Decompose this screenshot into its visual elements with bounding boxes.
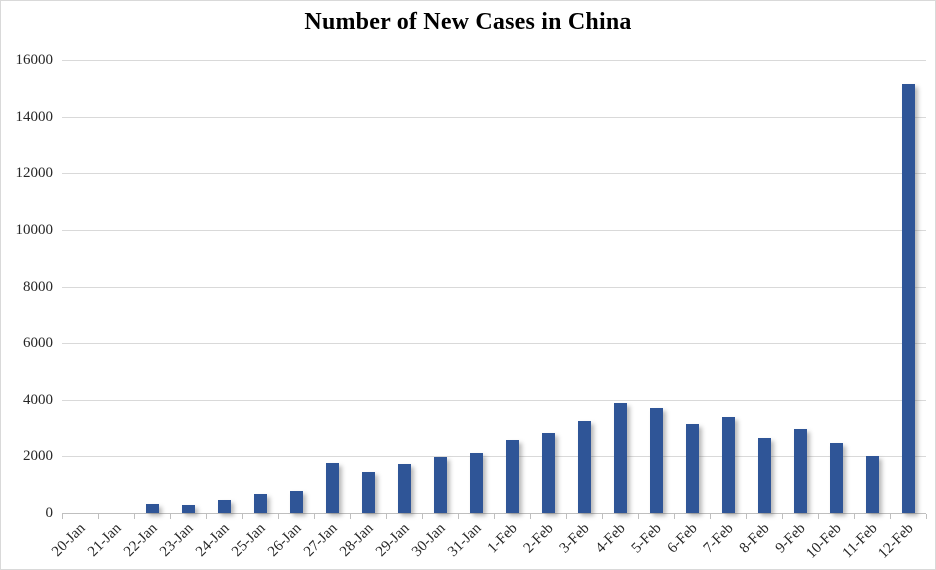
x-axis-tick (530, 514, 531, 519)
x-axis-tick (422, 514, 423, 519)
bar-27-Jan (325, 462, 339, 513)
bar-26-Jan (289, 491, 303, 513)
x-axis-tick (710, 514, 711, 519)
bar-5-Feb (649, 408, 663, 513)
y-axis-label: 8000 (23, 278, 53, 295)
bar-22-Jan (145, 504, 159, 513)
chart-title: Number of New Cases in China (304, 9, 632, 35)
x-axis-tick (458, 514, 459, 519)
gridline (62, 286, 926, 288)
x-axis-tick (926, 514, 927, 519)
y-axis-label: 0 (45, 505, 54, 521)
x-axis-tick (206, 514, 207, 519)
gridline (62, 229, 926, 231)
x-axis-tick (242, 514, 243, 519)
x-axis-tick (98, 514, 99, 519)
gridline (62, 456, 926, 458)
x-axis-tick (674, 514, 675, 519)
bar-10-Feb (829, 442, 843, 513)
gridline (62, 399, 926, 401)
y-axis-label: 4000 (23, 391, 53, 408)
bar-23-Jan (181, 505, 195, 513)
gridline (62, 173, 926, 175)
x-axis-tick (638, 514, 639, 519)
x-axis-tick (386, 514, 387, 519)
x-axis-tick (782, 514, 783, 519)
y-axis-label: 14000 (15, 108, 54, 125)
x-axis-tick (746, 514, 747, 519)
bar-31-Jan (469, 453, 483, 513)
x-axis-tick (602, 514, 603, 519)
y-axis-label: 2000 (23, 448, 53, 465)
x-axis-tick (854, 514, 855, 519)
bar-8-Feb (757, 437, 771, 513)
x-axis-tick (350, 514, 351, 519)
gridline (62, 343, 926, 345)
bar-1-Feb (505, 439, 519, 513)
y-axis-label: 12000 (15, 165, 54, 182)
bar-2-Feb (541, 432, 555, 513)
x-axis-tick (818, 514, 819, 519)
x-axis-tick (170, 514, 171, 519)
bar-29-Jan (397, 463, 411, 513)
x-axis-tick (494, 514, 495, 519)
bar-6-Feb (685, 424, 699, 513)
x-axis-line (62, 513, 926, 514)
bar-11-Feb (865, 455, 879, 513)
bar-12-Feb (901, 84, 915, 513)
bar-9-Feb (793, 429, 807, 513)
bar-7-Feb (721, 416, 735, 513)
y-axis-label: 10000 (15, 221, 54, 238)
bar-4-Feb (613, 402, 627, 513)
gridline (62, 116, 926, 118)
bar-28-Jan (361, 471, 375, 513)
x-axis-tick (134, 514, 135, 519)
x-axis-tick (314, 514, 315, 519)
x-axis-tick (278, 514, 279, 519)
x-axis-tick (890, 514, 891, 519)
gridline (62, 60, 926, 61)
bar-3-Feb (577, 421, 591, 513)
y-axis-label: 6000 (23, 335, 53, 352)
x-axis-tick (566, 514, 567, 519)
bar-25-Jan (253, 493, 267, 513)
bar-24-Jan (217, 500, 231, 513)
y-axis-label: 16000 (15, 52, 54, 68)
x-axis-tick (62, 514, 63, 519)
bar-30-Jan (433, 456, 447, 513)
